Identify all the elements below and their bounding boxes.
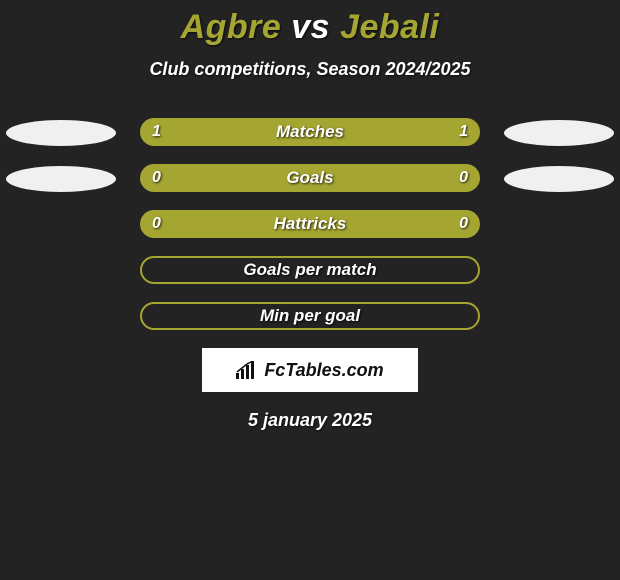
stat-value-right: 1 — [459, 123, 468, 141]
ellipse-left — [6, 166, 116, 192]
stat-bar: 0 Hattricks 0 — [140, 210, 480, 238]
subtitle: Club competitions, Season 2024/2025 — [0, 59, 620, 80]
ellipse-right — [504, 120, 614, 146]
stat-value-left: 0 — [152, 215, 161, 233]
stat-row: Goals per match — [0, 256, 620, 286]
stat-label: Matches — [276, 122, 344, 142]
stat-label: Goals per match — [243, 260, 376, 280]
stat-value-left: 0 — [152, 169, 161, 187]
player1-name: Agbre — [181, 8, 282, 46]
ellipse-right — [504, 166, 614, 192]
stat-row: 1 Matches 1 — [0, 118, 620, 148]
stat-bar: 1 Matches 1 — [140, 118, 480, 146]
attribution-box: FcTables.com — [202, 348, 418, 392]
date-label: 5 january 2025 — [0, 410, 620, 431]
attribution-brand: FcTables.com — [264, 360, 383, 381]
stats-container: 1 Matches 1 0 Goals 0 0 Hattricks 0 Goals per mat… — [0, 118, 620, 332]
stat-bar: Min per goal — [140, 302, 480, 330]
stat-row: 0 Hattricks 0 — [0, 210, 620, 240]
stat-value-left: 1 — [152, 123, 161, 141]
stat-row: 0 Goals 0 — [0, 164, 620, 194]
stat-label: Min per goal — [260, 306, 360, 326]
ellipse-left — [6, 120, 116, 146]
stat-bar: Goals per match — [140, 256, 480, 284]
stat-row: Min per goal — [0, 302, 620, 332]
stat-bar: 0 Goals 0 — [140, 164, 480, 192]
stat-value-right: 0 — [459, 169, 468, 187]
chart-icon — [236, 361, 258, 379]
comparison-title: Agbre vs Jebali — [0, 0, 620, 47]
vs-text: vs — [291, 8, 330, 46]
stat-label: Goals — [286, 168, 333, 188]
player2-name: Jebali — [340, 8, 439, 46]
stat-label: Hattricks — [274, 214, 347, 234]
stat-value-right: 0 — [459, 215, 468, 233]
